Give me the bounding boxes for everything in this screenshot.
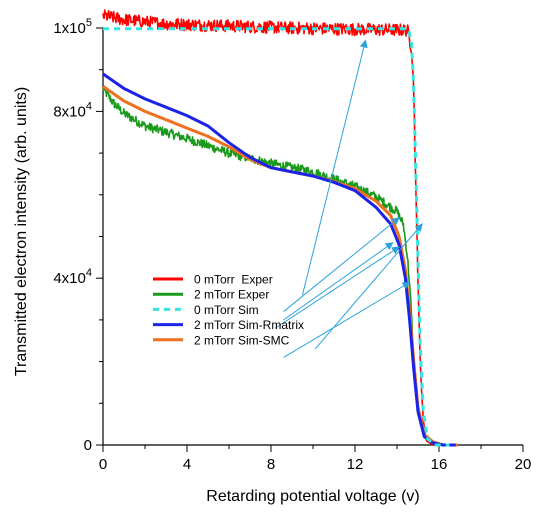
axes: 0 4 8 12 16 20 0 4x104 8x104 1x105 <box>53 17 531 473</box>
annotation-arrow <box>274 246 400 329</box>
series-line-4 <box>102 85 458 447</box>
legend-label: 0 mTorr Exper <box>194 273 273 287</box>
annotation-arrow <box>302 39 368 296</box>
y-tick-label: 0 <box>84 437 92 454</box>
legend-label: 0 mTorr Sim <box>194 303 259 317</box>
legend-label: 2 mTorr Exper <box>194 288 269 302</box>
series-line-3 <box>102 72 456 447</box>
annotation-arrow <box>283 242 394 321</box>
legend-label: 2 mTorr Sim-SMC <box>194 333 290 347</box>
annotation-arrow <box>314 223 423 350</box>
x-tick-label: 16 <box>431 456 448 473</box>
annotation-arrow <box>283 217 400 312</box>
legend-label: 2 mTorr Sim-Rmatrix <box>194 318 304 332</box>
y-tick-label: 4x104 <box>53 267 92 287</box>
y-axis-title: Transmitted electron intensity (arb. uni… <box>13 87 30 376</box>
series-line-1 <box>102 85 450 446</box>
annotation-arrow <box>283 281 411 358</box>
x-tick-label: 0 <box>99 456 107 473</box>
x-tick-label: 4 <box>183 456 191 473</box>
series-line-0 <box>102 9 440 446</box>
annotation-arrows <box>274 39 423 358</box>
series-group <box>102 9 458 447</box>
x-axis-title: Retarding potential voltage (v) <box>206 488 419 505</box>
y-tick-label: 1x105 <box>53 17 92 37</box>
series-line-2 <box>103 27 450 447</box>
x-tick-label: 20 <box>515 456 532 473</box>
y-tick-label: 8x104 <box>53 100 92 120</box>
x-tick-label: 12 <box>347 456 364 473</box>
x-tick-label: 8 <box>267 456 275 473</box>
